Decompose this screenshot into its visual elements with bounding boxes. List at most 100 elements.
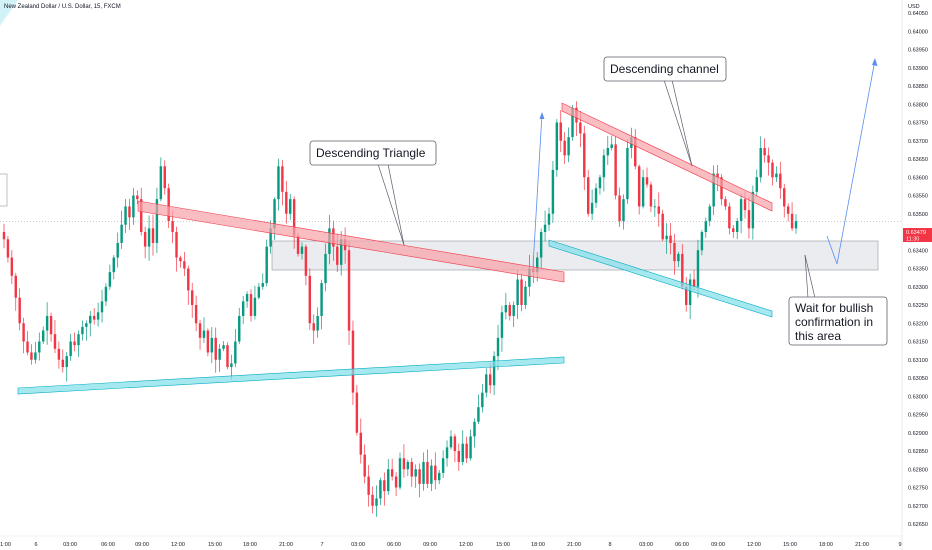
candle-body bbox=[445, 447, 449, 459]
candle-body bbox=[296, 235, 300, 254]
x-tick-label: 09:00 bbox=[423, 542, 437, 548]
candle-body bbox=[183, 261, 186, 269]
candle-body bbox=[300, 246, 304, 254]
candle-body bbox=[339, 239, 343, 265]
candle-body bbox=[151, 228, 155, 243]
candle-body bbox=[661, 213, 664, 240]
candle-body bbox=[500, 312, 504, 338]
x-tick-label: 03:00 bbox=[63, 542, 77, 548]
candle-body bbox=[202, 330, 206, 338]
candle-body bbox=[688, 279, 692, 305]
candle-body bbox=[6, 239, 10, 258]
candle-body bbox=[53, 334, 57, 349]
candle-body bbox=[473, 421, 476, 437]
candle-body bbox=[69, 341, 72, 357]
candle-body bbox=[128, 206, 131, 218]
candle-body bbox=[292, 199, 296, 236]
triangle-label: Descending Triangle bbox=[316, 146, 426, 160]
candle-body bbox=[649, 184, 653, 207]
candle-body bbox=[747, 210, 751, 229]
candle-body bbox=[681, 253, 684, 287]
candle-body bbox=[398, 458, 402, 488]
candle-body bbox=[132, 195, 135, 218]
candle-body bbox=[712, 173, 715, 207]
projection-line bbox=[826, 235, 838, 265]
candle-body bbox=[22, 323, 25, 342]
price-axis: 0.64050 0.64000 0.63950 0.63900 0.63850 0.638… bbox=[908, 11, 928, 528]
candle-body bbox=[594, 188, 598, 203]
last-price-box bbox=[903, 228, 932, 242]
channel-lower-band bbox=[548, 239, 773, 318]
candle-body bbox=[543, 224, 547, 232]
candle-body bbox=[261, 283, 264, 287]
candle-body bbox=[14, 275, 17, 298]
candle-body bbox=[289, 199, 292, 214]
y-tick-label: 0.63850 bbox=[908, 84, 928, 90]
candle-body bbox=[516, 279, 519, 305]
candle-body bbox=[536, 257, 539, 273]
candle-body bbox=[163, 166, 166, 189]
last-price-value: 0.63479 bbox=[906, 230, 926, 236]
candle-body bbox=[187, 268, 190, 291]
candle-body bbox=[410, 461, 413, 477]
candle-body bbox=[645, 177, 649, 185]
triangle-callout-pointer bbox=[387, 163, 405, 246]
channel-callout-box[interactable] bbox=[603, 56, 727, 82]
candle-body bbox=[57, 348, 61, 360]
candle-body bbox=[124, 206, 127, 225]
x-tick-label: 06:00 bbox=[675, 542, 689, 548]
y-tick-label: 0.63800 bbox=[908, 102, 928, 108]
candle-body bbox=[45, 315, 49, 331]
candle-body bbox=[669, 235, 672, 243]
candle-body bbox=[249, 294, 253, 316]
y-tick-label: 0.62650 bbox=[908, 522, 928, 528]
y-tick-label: 0.63350 bbox=[908, 267, 928, 273]
x-tick-label: 12:00 bbox=[171, 542, 185, 548]
y-tick-label: 0.64050 bbox=[908, 11, 928, 17]
y-tick-label: 0.62750 bbox=[908, 486, 928, 492]
note-line-2: confirmation in bbox=[795, 315, 873, 329]
candle-body bbox=[155, 199, 159, 243]
candle-body bbox=[406, 461, 410, 470]
x-tick-label: 18:00 bbox=[819, 542, 833, 548]
candle-body bbox=[453, 436, 457, 451]
y-tick-label: 0.62700 bbox=[908, 504, 928, 510]
grid bbox=[0, 0, 903, 550]
y-tick-label: 0.63300 bbox=[908, 285, 928, 291]
candle-body bbox=[735, 221, 739, 232]
candle-body bbox=[308, 275, 312, 324]
candle-body bbox=[241, 301, 245, 316]
channel-callout-pointer bbox=[663, 79, 693, 167]
x-tick-label: 03:00 bbox=[351, 542, 365, 548]
candle-body bbox=[677, 253, 680, 262]
candle-body bbox=[190, 290, 194, 305]
x-tick-label: 6 bbox=[34, 542, 37, 548]
candle-body bbox=[606, 148, 610, 156]
candle-body bbox=[85, 323, 88, 327]
triangle-callout-box[interactable] bbox=[309, 140, 437, 166]
candle-body bbox=[320, 283, 323, 316]
last-price-countdown: 11:30 bbox=[906, 237, 919, 243]
candle-body bbox=[336, 246, 339, 265]
y-tick-label: 0.63750 bbox=[908, 121, 928, 127]
candle-body bbox=[641, 177, 645, 207]
candle-body bbox=[210, 337, 214, 353]
candle-body bbox=[351, 330, 355, 393]
candle-body bbox=[590, 202, 594, 214]
note-callout[interactable]: Wait for bullish confirmation in this ar… bbox=[788, 296, 888, 346]
note-callout-box[interactable] bbox=[788, 296, 888, 346]
x-tick-label: 15:00 bbox=[208, 542, 222, 548]
candle-body bbox=[496, 337, 500, 357]
candle-body bbox=[692, 279, 696, 287]
candle-body bbox=[92, 315, 96, 320]
drawing-zones bbox=[0, 0, 879, 271]
candle-body bbox=[2, 232, 6, 240]
x-tick-label: 03:00 bbox=[639, 542, 653, 548]
candle-body bbox=[755, 177, 759, 192]
channel-callout[interactable]: Descending channel bbox=[603, 56, 727, 82]
candle-body bbox=[449, 436, 453, 448]
triangle-callout[interactable]: Descending Triangle bbox=[309, 140, 437, 166]
candle-body bbox=[732, 228, 735, 232]
